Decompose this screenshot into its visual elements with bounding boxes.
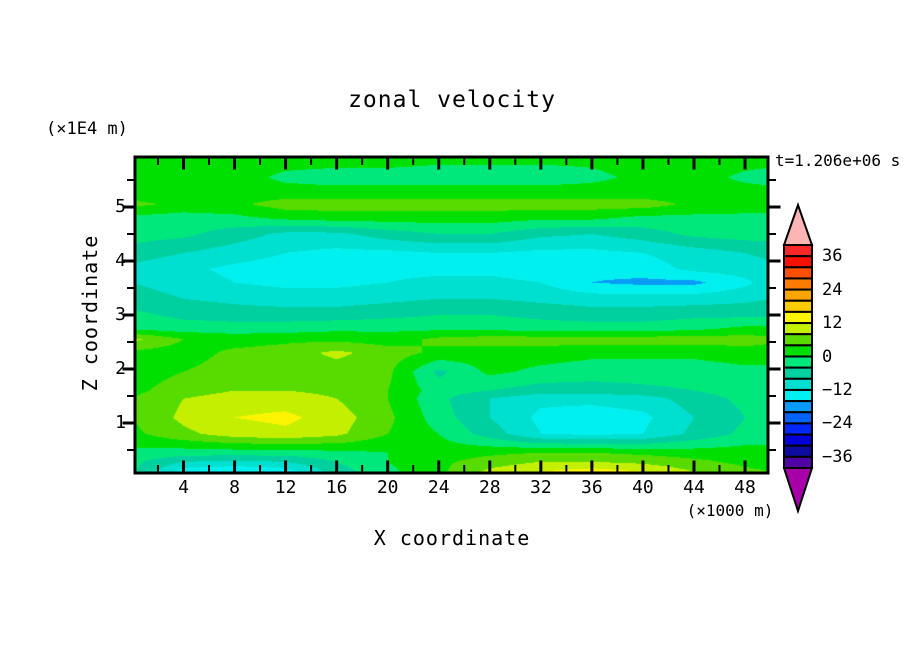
colorbar-cell: [783, 288, 813, 302]
colorbar-tick-label: −36: [822, 446, 853, 467]
colorbar-cell: [783, 266, 813, 280]
y-tick-label: 4: [115, 250, 126, 271]
colorbar-tick-label: −12: [822, 379, 853, 400]
x-tick-label: 4: [178, 477, 189, 498]
colorbar-cell: [783, 244, 813, 258]
colorbar-cell: [783, 433, 813, 447]
x-tick-label: 44: [683, 477, 705, 498]
y-axis-unit-label: (×1E4 m): [46, 119, 128, 139]
x-tick-label: 8: [229, 477, 240, 498]
y-tick-label: 3: [115, 304, 126, 325]
colorbar-cell: [783, 344, 813, 358]
colorbar-tick-label: −24: [822, 413, 853, 434]
y-tick-label: 2: [115, 357, 126, 379]
colorbar-cell: [783, 444, 813, 458]
colorbar-cell: [783, 322, 813, 336]
colorbar-cell: [783, 400, 813, 414]
colorbar-cell: [783, 355, 813, 369]
colorbar-tick-label: 0: [822, 346, 833, 367]
colorbar-cell: [783, 255, 813, 269]
colorbar-cell: [783, 333, 813, 347]
contour-field-canvas: [135, 157, 768, 473]
colorbar-over-arrow: [782, 201, 814, 246]
colorbar-cell: [783, 377, 813, 391]
colorbar-cell: [783, 310, 813, 325]
colorbar-cell: [783, 277, 813, 291]
x-axis-unit-label: (×1000 m): [686, 501, 774, 520]
colorbar-tick-label: 12: [822, 313, 843, 334]
colorbar-cell: [783, 411, 813, 425]
colorbar-tick-label: 24: [822, 279, 843, 300]
colorbar-tick-label: 36: [822, 246, 843, 267]
x-tick-label: 24: [427, 477, 450, 498]
y-tick-label: 5: [115, 196, 126, 217]
colorbar-cell: [783, 299, 813, 313]
colorbar-cell: [783, 388, 813, 403]
y-tick-label: 1: [115, 411, 126, 433]
x-tick-label: 12: [274, 477, 297, 498]
x-tick-label: 48: [734, 477, 756, 498]
colorbar-cell: [783, 455, 813, 470]
x-tick-label: 16: [325, 477, 348, 498]
time-annotation: t=1.206e+06 s: [775, 151, 901, 170]
chart-title: zonal velocity: [348, 87, 556, 113]
x-axis-title: X coordinate: [373, 526, 531, 550]
x-tick-label: 40: [632, 477, 654, 498]
x-tick-label: 32: [529, 477, 552, 498]
x-tick-label: 20: [376, 477, 399, 498]
colorbar-cell: [783, 366, 813, 380]
colorbar-cell: [783, 422, 813, 436]
x-tick-label: 28: [478, 477, 501, 498]
x-tick-label: 36: [581, 477, 603, 498]
